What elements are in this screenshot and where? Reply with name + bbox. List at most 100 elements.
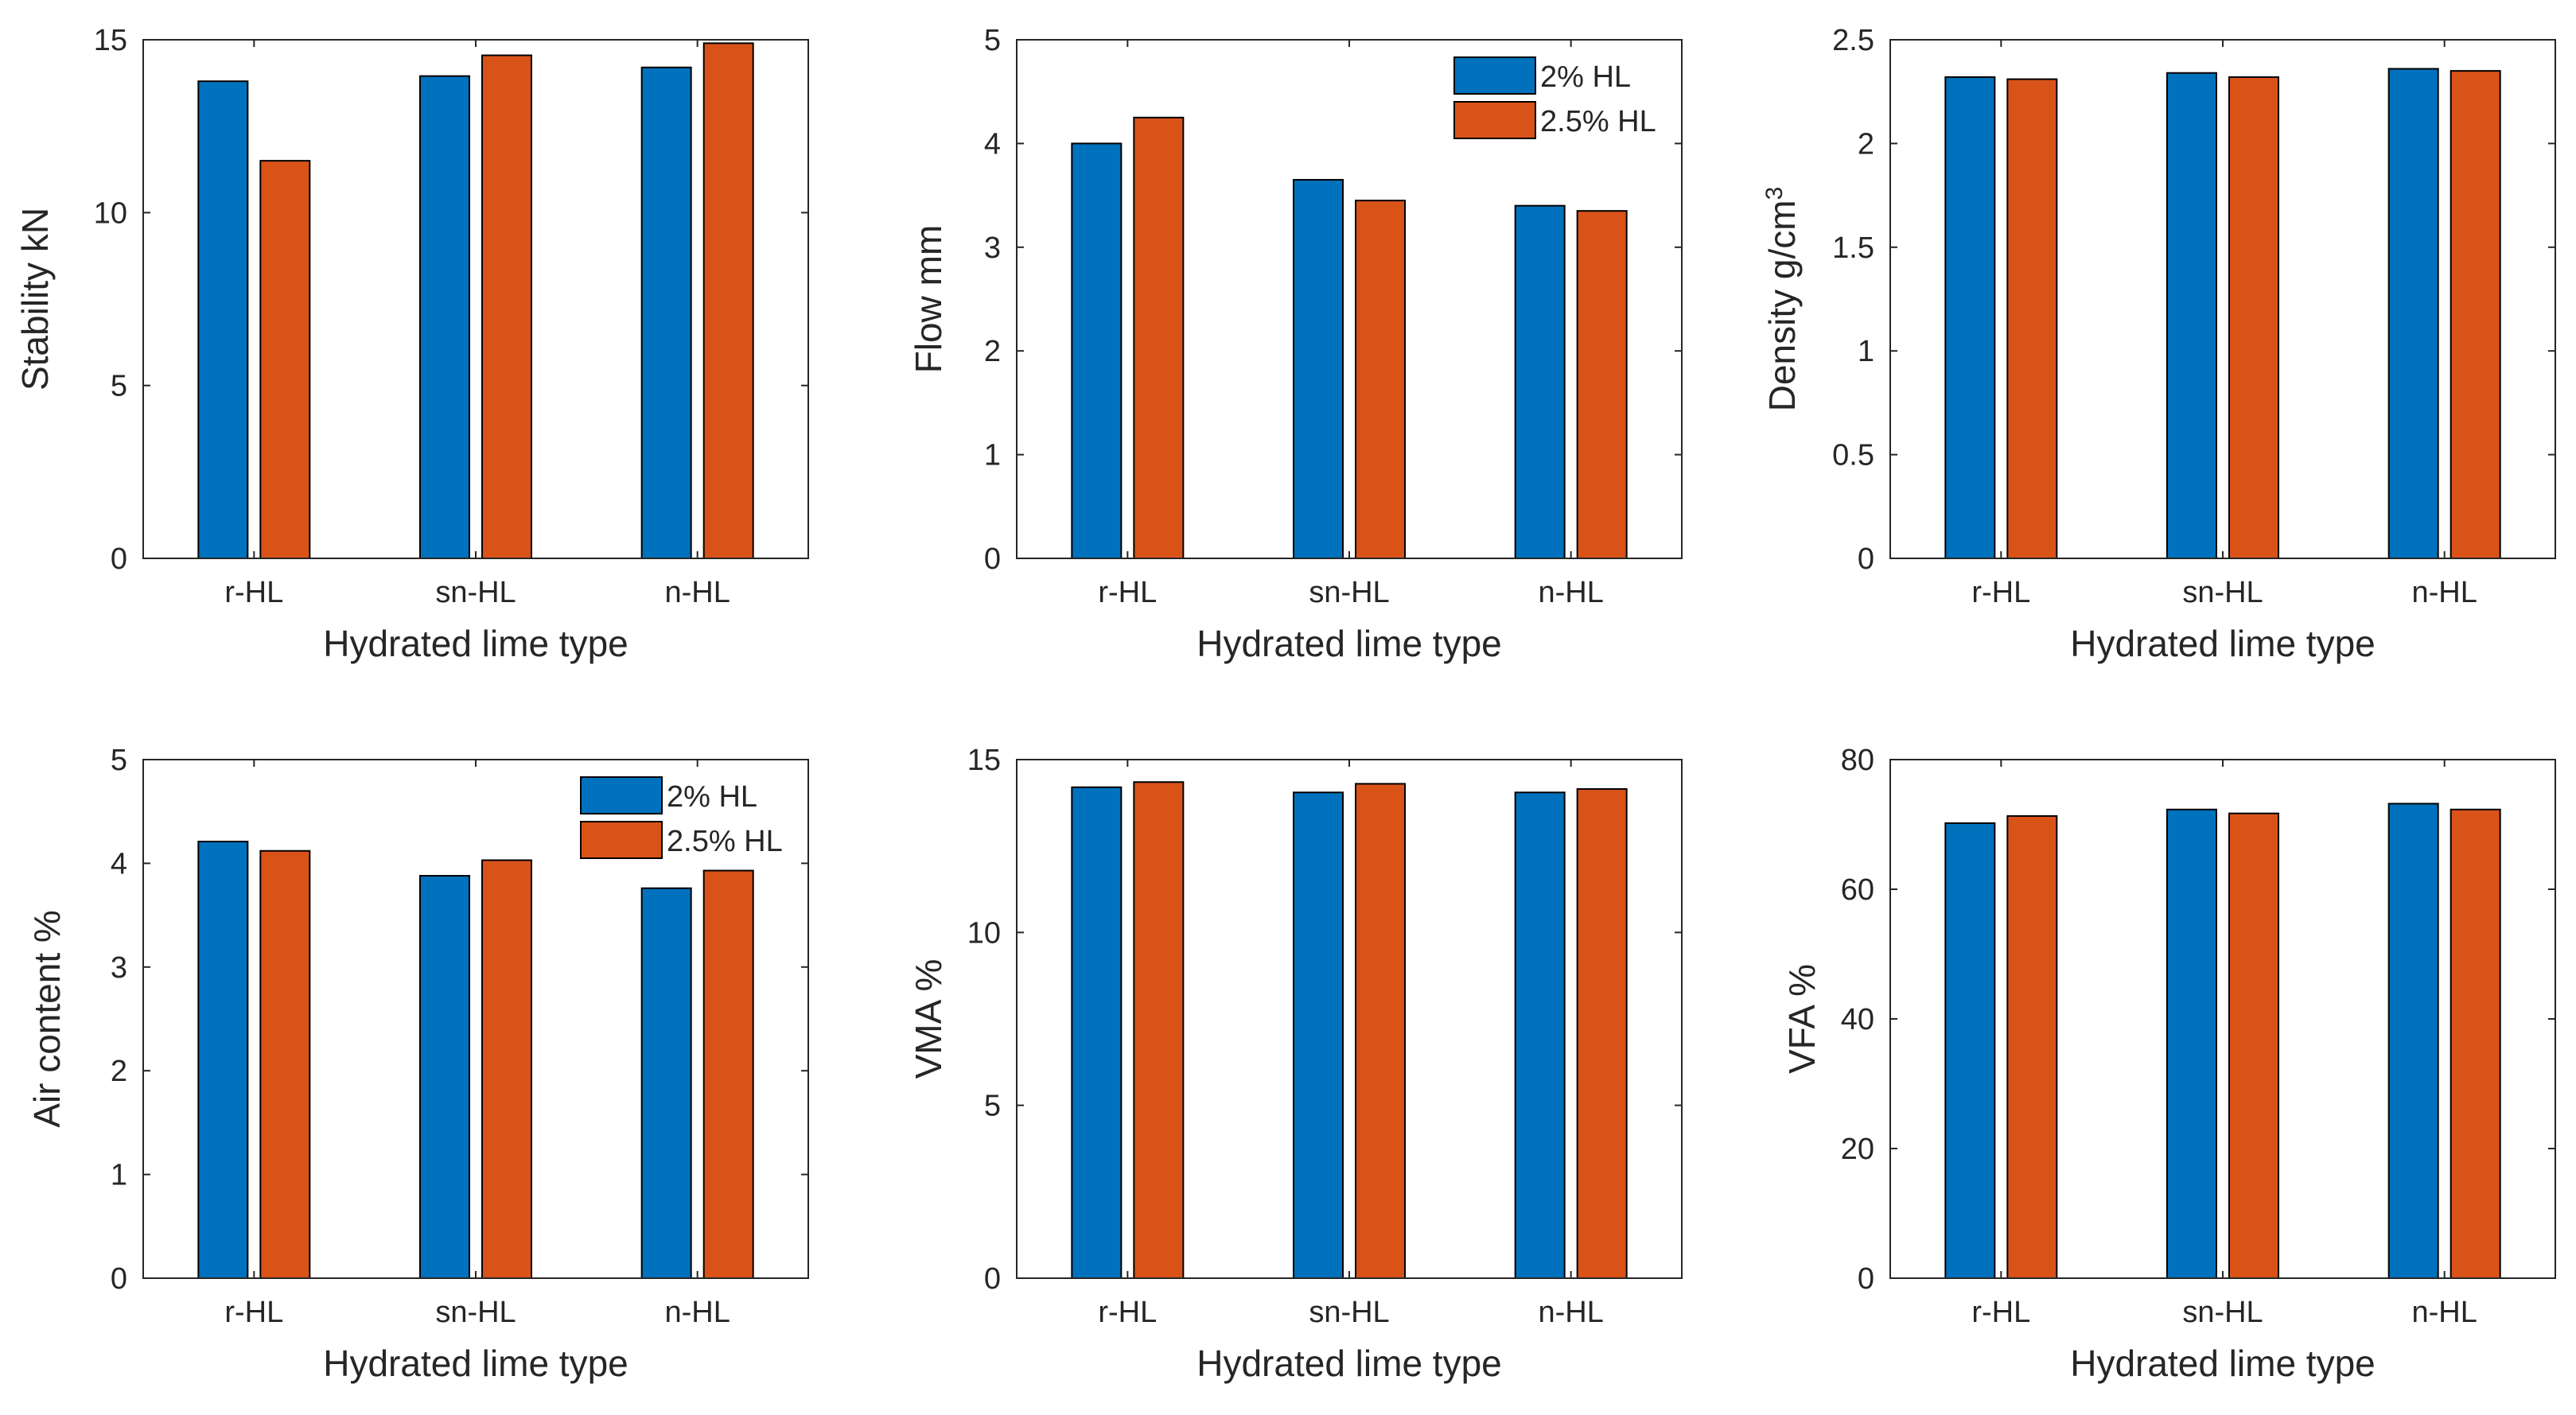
- bar-r-HL-series-1: [1944, 822, 1996, 1279]
- y-tick-label: 60: [1841, 873, 1874, 907]
- axes-box: [1016, 39, 1683, 559]
- y-tick-label: 5: [111, 744, 127, 777]
- y-axis-label: Stability kN: [14, 208, 56, 391]
- legend-label-2: 2.5% HL: [1540, 105, 1656, 138]
- x-tick-label: n-HL: [1538, 1296, 1603, 1329]
- y-tick-label: 1: [1858, 335, 1874, 368]
- subplot-1: r-HL sn-HL n-HL 0 5 10 15 Hydrated lime type Sta…: [14, 24, 809, 664]
- y-tick-label: 10: [967, 916, 1001, 950]
- legend: 2% HL 2.5% HL: [580, 770, 800, 867]
- subplot-4: r-HL sn-HL n-HL 0 1 2 3 4 5 Hydrated lime type Air…: [26, 744, 809, 1384]
- bar-r-HL-series-1: [197, 80, 249, 560]
- legend-swatch-2: [580, 821, 663, 859]
- bar-n-HL-series-1: [640, 66, 692, 560]
- bar-sn-HL-series-1: [1293, 791, 1344, 1279]
- bar-sn-HL-series-2: [481, 859, 532, 1280]
- bar-n-HL-series-2: [1576, 210, 1628, 559]
- y-tick-label: 1.5: [1832, 231, 1874, 265]
- axes-box: [142, 39, 809, 559]
- x-tick-label: r-HL: [224, 1296, 283, 1329]
- subplot-5: r-HL sn-HL n-HL 0 5 10 15 Hydrated lime type VMA…: [908, 744, 1683, 1384]
- y-tick-label: 4: [984, 127, 1001, 161]
- x-tick-label: r-HL: [224, 576, 283, 609]
- subplot-6: r-HL sn-HL n-HL 0 20 40 60 80 Hydrated lime type…: [1781, 744, 2556, 1384]
- y-tick-label: 0: [111, 1262, 127, 1296]
- bar-n-HL-series-1: [2387, 803, 2439, 1279]
- x-tick-label: n-HL: [664, 576, 730, 609]
- y-axis-label: VFA %: [1781, 964, 1823, 1074]
- legend-label-2: 2.5% HL: [667, 825, 783, 858]
- subplot-2: r-HL sn-HL n-HL 0 1 2 3 4 5 Hydrated lime type Flo…: [908, 24, 1683, 664]
- y-axis-label: Air content %: [26, 910, 68, 1128]
- x-tick-label: r-HL: [1971, 576, 2030, 609]
- x-tick-label: n-HL: [2411, 576, 2477, 609]
- y-tick-label: 1: [984, 439, 1001, 472]
- y-tick-label: 5: [984, 1090, 1001, 1123]
- bar-sn-HL-series-2: [1355, 783, 1406, 1279]
- bar-n-HL-series-1: [1514, 204, 1566, 559]
- y-tick-label: 0: [1858, 1262, 1874, 1296]
- bar-n-HL-series-2: [2450, 70, 2501, 560]
- subplot-3: r-HL sn-HL n-HL 0 0.5 1 1.5 2 2.5 Hydrated lime t…: [1761, 24, 2556, 664]
- bar-sn-HL-series-1: [419, 75, 470, 559]
- y-tick-label: 20: [1841, 1133, 1874, 1166]
- y-tick-label: 40: [1841, 1003, 1874, 1036]
- y-tick-label: 5: [111, 370, 127, 403]
- bar-r-HL-series-1: [197, 841, 249, 1279]
- bar-r-HL-series-2: [1133, 781, 1185, 1279]
- y-tick-label: 3: [984, 231, 1001, 265]
- bar-sn-HL-series-1: [1293, 179, 1344, 559]
- bar-n-HL-series-1: [2387, 68, 2439, 559]
- y-tick-label: 0: [984, 542, 1001, 576]
- x-axis-label: Hydrated lime type: [2070, 623, 2376, 664]
- x-tick-label: n-HL: [2411, 1296, 2477, 1329]
- legend: 2% HL 2.5% HL: [1453, 50, 1673, 147]
- y-tick-label: 1: [111, 1159, 127, 1192]
- y-tick-label: 0: [984, 1262, 1001, 1296]
- x-tick-label: n-HL: [1538, 576, 1603, 609]
- y-tick-label: 10: [94, 196, 127, 230]
- bar-n-HL-series-2: [2450, 808, 2501, 1279]
- y-axis-label-superscript: 3: [1761, 187, 1788, 200]
- y-tick-label: 2: [1858, 127, 1874, 161]
- y-tick-label: 4: [111, 847, 127, 880]
- bar-r-HL-series-2: [259, 160, 311, 559]
- y-axis-label: Flow mm: [908, 225, 949, 374]
- y-tick-label: 15: [967, 744, 1001, 777]
- bar-n-HL-series-2: [702, 42, 754, 559]
- y-tick-label: 15: [94, 24, 127, 57]
- x-tick-label: r-HL: [1098, 1296, 1157, 1329]
- x-tick-label: sn-HL: [2182, 1296, 2263, 1329]
- bar-sn-HL-series-2: [1355, 200, 1406, 559]
- y-tick-label: 0: [1858, 542, 1874, 576]
- axes-box: [1889, 39, 2556, 559]
- x-tick-label: sn-HL: [435, 576, 516, 609]
- bar-n-HL-series-2: [1576, 787, 1628, 1279]
- x-tick-label: n-HL: [664, 1296, 730, 1329]
- bar-n-HL-series-1: [640, 887, 692, 1280]
- y-tick-label: 0: [111, 542, 127, 576]
- y-tick-label: 3: [111, 951, 127, 985]
- legend-label-1: 2% HL: [1540, 60, 1631, 94]
- y-tick-label: 80: [1841, 744, 1874, 777]
- x-axis-label: Hydrated lime type: [1197, 1343, 1502, 1384]
- bar-sn-HL-series-2: [481, 54, 532, 559]
- bar-n-HL-series-2: [702, 869, 754, 1279]
- x-tick-label: r-HL: [1971, 1296, 2030, 1329]
- x-tick-label: sn-HL: [2182, 576, 2263, 609]
- bar-r-HL-series-2: [259, 849, 311, 1279]
- bar-sn-HL-series-1: [2166, 72, 2217, 559]
- legend-swatch-1: [580, 776, 663, 814]
- x-tick-label: sn-HL: [435, 1296, 516, 1329]
- bar-sn-HL-series-2: [2228, 76, 2279, 560]
- y-tick-label: 0.5: [1832, 439, 1874, 472]
- x-tick-label: sn-HL: [1309, 576, 1389, 609]
- legend-swatch-2: [1453, 101, 1536, 139]
- bar-r-HL-series-1: [1071, 142, 1123, 559]
- x-axis-label: Hydrated lime type: [2070, 1343, 2376, 1384]
- x-tick-label: r-HL: [1098, 576, 1157, 609]
- y-axis-label: VMA %: [908, 959, 949, 1079]
- bar-sn-HL-series-1: [419, 875, 470, 1279]
- bar-r-HL-series-2: [1133, 116, 1185, 560]
